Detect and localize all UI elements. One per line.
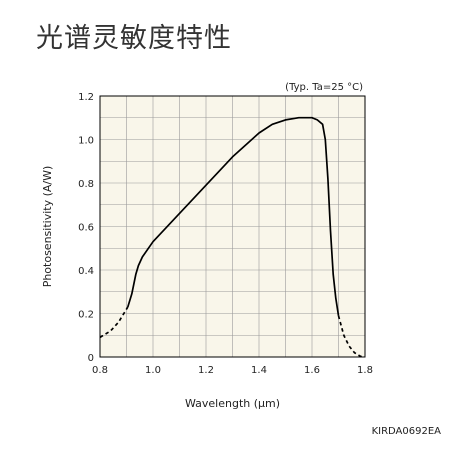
page-title: 光谱灵敏度特性 xyxy=(36,23,232,54)
x-axis-title: Wavelength (μm) xyxy=(185,397,280,410)
x-tick-label: 1.2 xyxy=(198,365,214,376)
x-tick-label: 0.8 xyxy=(92,365,108,376)
y-tick-labels: 0 0.2 0.4 0.6 0.8 1.0 1.2 xyxy=(78,92,94,364)
curve-segment-dashed xyxy=(99,306,129,339)
y-tick-label: 1.2 xyxy=(78,92,94,103)
plot-border xyxy=(99,95,366,358)
y-tick-label: 1.0 xyxy=(78,136,94,147)
y-tick-label: 0.2 xyxy=(78,310,94,321)
grid xyxy=(100,96,365,357)
x-tick-label: 1.4 xyxy=(251,365,267,376)
curves xyxy=(99,116,363,358)
y-tick-label: 0.6 xyxy=(78,223,94,234)
y-tick-label: 0.8 xyxy=(78,179,94,190)
document-code: KIRDA0692EA xyxy=(371,426,441,437)
y-tick-label: 0 xyxy=(88,353,94,364)
x-tick-label: 1.6 xyxy=(304,365,320,376)
plot-frame xyxy=(99,95,366,358)
x-tick-labels: 0.8 1.0 1.2 1.4 1.6 1.8 xyxy=(92,365,373,376)
x-tick-label: 1.0 xyxy=(145,365,161,376)
y-axis-title: Photosensitivity (A/W) xyxy=(41,166,54,288)
x-tick-label: 1.8 xyxy=(357,365,373,376)
conditions-annotation: (Typ. Ta=25 °C) xyxy=(285,82,363,93)
curve-segment-solid xyxy=(126,116,340,316)
y-tick-label: 0.4 xyxy=(78,266,94,277)
curve-segment-dashed xyxy=(337,315,363,358)
